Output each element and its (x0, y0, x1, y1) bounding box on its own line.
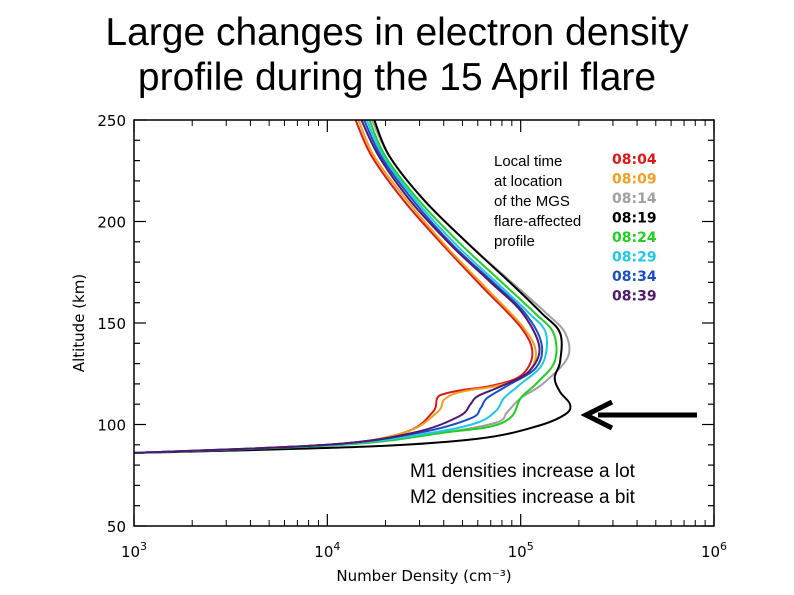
series-line-0839 (134, 120, 541, 454)
legend-caption-3: of the MGS (494, 193, 570, 210)
x-tick-label: 103 (121, 540, 147, 561)
series-line-0819 (134, 120, 572, 454)
annotation-line-1: M1 densities increase a lot (410, 461, 636, 482)
legend-entry-0834: 08:34 (612, 269, 657, 285)
legend-caption-1: Local time (494, 153, 562, 170)
legend-entry-0829: 08:29 (612, 250, 657, 266)
legend-entry-0819: 08:19 (612, 211, 657, 227)
legend-entry-0804: 08:04 (612, 152, 657, 168)
x-axis-label: Number Density (cm⁻³) (336, 567, 511, 585)
x-tick-label: 105 (508, 540, 534, 561)
y-tick-label: 250 (97, 112, 126, 130)
x-tick-label: 106 (701, 540, 727, 561)
series-layer (134, 120, 572, 454)
legend-entry-0809: 08:09 (612, 172, 657, 188)
legend-entries: 08:04 08:09 08:14 08:19 08:24 08:29 08:34 08:39 (612, 152, 657, 305)
annotation-line-2: M2 densities increase a bit (410, 487, 636, 508)
arrow-head (580, 399, 614, 431)
legend-entry-0824: 08:24 (612, 230, 657, 246)
legend-caption-2: at location (494, 173, 562, 190)
y-tick-label: 100 (97, 417, 126, 435)
arrow (580, 399, 697, 431)
title-line-2: profile during the 15 April flare (137, 56, 657, 99)
x-tick-label: 104 (314, 540, 340, 561)
axes-layer: 103 104 105 106 50 100 150 200 250 (97, 112, 727, 561)
y-tick-label: 150 (97, 315, 126, 333)
series-line-0809 (134, 120, 538, 454)
annotation: M1 densities increase a lot M2 densities… (410, 461, 636, 508)
legend-entry-0839: 08:39 (612, 289, 657, 305)
y-axis-label: Altitude (km) (70, 274, 88, 372)
legend: Local time at location of the MGS flare-… (494, 152, 657, 305)
y-tick-label: 50 (107, 518, 126, 536)
slide-title: Large changes in electron density profil… (0, 10, 794, 100)
series-line-0824 (134, 120, 558, 454)
title-line-1: Large changes in electron density (105, 11, 689, 54)
series-line-0829 (134, 120, 549, 454)
legend-caption-5: profile (494, 233, 535, 250)
legend-caption-4: flare-affected (494, 213, 581, 230)
y-tick-label: 200 (97, 214, 126, 232)
legend-entry-0814: 08:14 (612, 191, 657, 207)
